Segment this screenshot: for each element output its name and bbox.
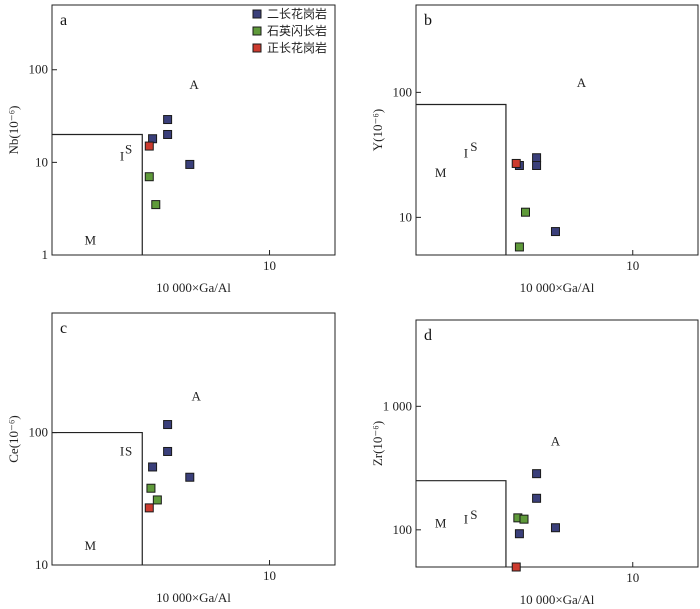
field-label-S: S: [470, 139, 477, 154]
data-point: [519, 514, 529, 524]
x-tick-label: 10: [626, 258, 639, 273]
data-point: [520, 207, 530, 217]
field-label-S: S: [470, 507, 477, 522]
plot-frame: [51, 4, 336, 256]
y-axis-title: Y(10⁻⁶): [370, 109, 385, 151]
x-tick-label: 10: [626, 570, 639, 585]
data-point: [163, 115, 173, 125]
field-label-S: S: [125, 444, 132, 459]
field-label-M: M: [435, 165, 447, 180]
field-boundary: [416, 480, 507, 567]
data-point: [151, 200, 161, 210]
y-tick-label: 100: [29, 425, 49, 440]
data-point: [148, 134, 158, 144]
x-tick-label: 10: [263, 258, 276, 273]
legend-swatch: [252, 43, 262, 53]
legend-swatch: [252, 9, 262, 19]
panel-letter: d: [424, 327, 432, 344]
y-tick-label: 100: [29, 62, 49, 77]
panel-c: 10 100 10 10 000×Ga/Al Ce(10⁻⁶) c A I S M: [6, 312, 336, 605]
data-point: [532, 153, 542, 163]
data-point: [550, 227, 560, 237]
x-axis-title: 10 000×Ga/Al: [520, 280, 595, 295]
field-label-I: I: [120, 148, 124, 163]
data-point: [532, 493, 542, 503]
data-point: [144, 141, 154, 151]
legend-label: 正长花岗岩: [267, 40, 327, 55]
x-axis-title: 10 000×Ga/Al: [156, 280, 231, 295]
y-tick-label: 100: [393, 522, 413, 537]
data-point: [550, 523, 560, 533]
data-point: [185, 159, 195, 169]
panel-letter: c: [60, 320, 67, 337]
y-tick-label: 10: [35, 154, 48, 169]
data-point: [163, 446, 173, 456]
field-boundary: [52, 133, 143, 255]
field-label-A: A: [551, 434, 561, 449]
field-label-A: A: [189, 77, 199, 92]
y-tick-label: 100: [393, 84, 413, 99]
legend-swatch: [252, 26, 262, 36]
plot-frame: [415, 4, 699, 256]
data-point: [163, 129, 173, 139]
y-tick-label: 1 000: [383, 398, 412, 413]
field-label-I: I: [464, 146, 468, 161]
y-axis-title: Nb(10⁻⁶): [6, 106, 21, 155]
field-label-M: M: [85, 232, 97, 247]
panel-d: 100 1 000 10 10 000×Ga/Al Zr(10⁻⁶) d A I S M: [370, 319, 699, 607]
field-boundary: [416, 103, 507, 255]
panel-b: 10 100 10 10 000×Ga/Al Y(10⁻⁶) b A I S M: [370, 4, 699, 295]
legend-label: 二长花岗岩: [267, 6, 327, 21]
data-point: [511, 158, 521, 168]
data-point: [532, 469, 542, 479]
field-label-I: I: [120, 444, 124, 459]
data-point: [144, 172, 154, 182]
x-axis-title: 10 000×Ga/Al: [520, 592, 595, 607]
data-point: [144, 503, 154, 513]
data-point: [532, 160, 542, 170]
data-point: [185, 472, 195, 482]
field-label-I: I: [464, 512, 468, 527]
x-tick-label: 10: [263, 568, 276, 583]
panel-letter: b: [424, 12, 432, 29]
legend-label: 石英闪长岩: [267, 23, 327, 38]
field-label-M: M: [435, 516, 447, 531]
y-axis-title: Ce(10⁻⁶): [6, 415, 21, 463]
data-point: [146, 483, 156, 493]
field-label-M: M: [85, 538, 97, 553]
y-tick-label: 1: [42, 247, 49, 262]
plot-frame: [415, 319, 699, 568]
plot-frame: [51, 312, 336, 566]
panel-letter: a: [60, 12, 67, 29]
data-point: [163, 420, 173, 430]
data-point: [152, 495, 162, 505]
x-axis-title: 10 000×Ga/Al: [156, 590, 231, 605]
field-label-A: A: [191, 388, 201, 403]
panel-a: 1 10 100 10 10 000×Ga/Al Nb(10⁻⁶) a A I S M: [6, 4, 336, 295]
field-label-A: A: [577, 75, 587, 90]
y-tick-label: 10: [399, 209, 412, 224]
field-label-S: S: [125, 141, 132, 156]
data-point: [514, 242, 524, 252]
data-point: [511, 562, 521, 572]
y-tick-label: 10: [35, 557, 48, 572]
field-boundary: [52, 431, 143, 565]
y-axis-title: Zr(10⁻⁶): [370, 421, 385, 466]
data-point: [148, 462, 158, 472]
data-point: [514, 529, 524, 539]
